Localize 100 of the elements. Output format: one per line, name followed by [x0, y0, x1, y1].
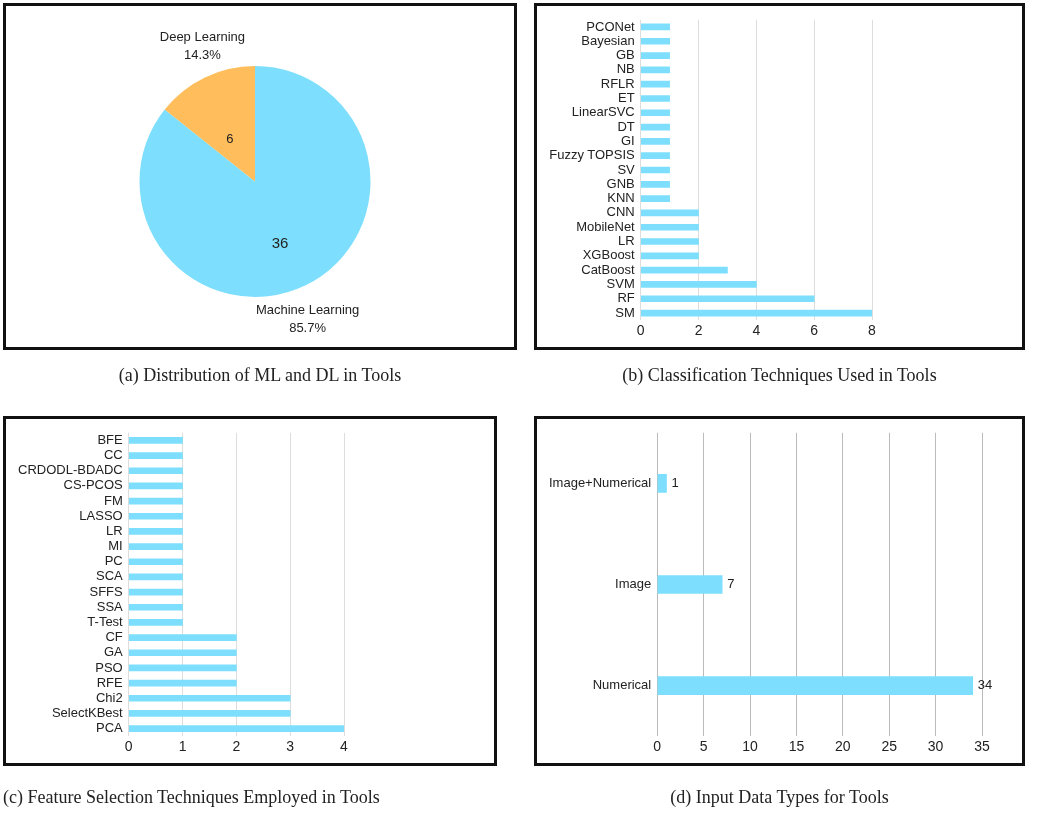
bar: [640, 166, 670, 174]
data-label: 7: [727, 576, 735, 592]
text: (c) Feature Selection Techniques Employed in Tools: [3, 786, 381, 808]
x-tick-label: 30: [927, 738, 944, 755]
x-tick-label: 1: [178, 738, 187, 755]
y-tick-label: SSA: [96, 598, 124, 614]
bar: [128, 634, 237, 641]
bar: [128, 482, 183, 490]
bar: [128, 467, 183, 475]
y-tick-label: CRDODL-BDADC: [18, 462, 123, 478]
x-tick-label: 15: [788, 738, 805, 755]
bar: [640, 138, 670, 145]
bar: [128, 649, 237, 657]
y-tick-label: RF: [617, 290, 635, 306]
y-tick-label: Chi2: [95, 689, 123, 705]
y-tick-label: Image: [615, 576, 652, 592]
y-tick-label: KNN: [607, 190, 635, 206]
bar: [128, 710, 291, 717]
data-label: 36: [271, 233, 289, 251]
y-tick-label: CatBoost: [581, 261, 636, 277]
y-tick-label: PCA: [96, 720, 124, 736]
slice-label: Machine Learning: [255, 301, 360, 317]
y-tick-label: CC: [103, 447, 123, 463]
x-tick-label: 0: [124, 738, 133, 755]
bar: [640, 238, 699, 245]
y-tick-label: RFE: [96, 674, 124, 690]
bar: [640, 95, 670, 102]
bar: [640, 109, 670, 117]
x-tick-label: 0: [653, 738, 662, 755]
y-tick-label: RFLR: [600, 75, 635, 91]
x-tick-label: 6: [810, 322, 819, 339]
bar: [640, 123, 670, 131]
bar: [128, 679, 237, 687]
x-tick-label: 5: [699, 738, 708, 755]
bar: [640, 295, 815, 303]
bar: [640, 23, 670, 31]
x-tick-label: 0: [636, 322, 645, 339]
bar: [640, 281, 757, 288]
bar: [128, 603, 183, 611]
y-tick-label: Bayesian: [581, 32, 635, 48]
x-tick-label: 4: [340, 738, 349, 755]
x-tick-label: 2: [694, 322, 703, 339]
y-tick-label: XGBoost: [582, 247, 636, 263]
y-tick-label: DT: [617, 118, 635, 134]
bar: [128, 588, 183, 596]
bar: [128, 437, 183, 444]
y-tick-label: SCA: [96, 568, 124, 584]
y-tick-label: GB: [615, 47, 635, 63]
y-tick-label: LinearSVC: [571, 104, 635, 120]
bar: [128, 694, 291, 702]
text: 85.7%: [289, 319, 327, 335]
y-tick-label: PCONet: [586, 18, 636, 34]
x-tick-label: 2: [232, 738, 241, 755]
y-tick-label: MobileNet: [576, 218, 636, 234]
bar: [640, 152, 670, 160]
bar: [128, 664, 237, 672]
bar: [128, 497, 183, 505]
y-tick-label: Fuzzy TOPSIS: [549, 147, 636, 163]
text: (d) Input Data Types for Tools: [669, 786, 890, 808]
y-tick-label: GNB: [606, 175, 635, 191]
y-tick-label: ET: [618, 90, 635, 106]
data-label: 6: [226, 131, 234, 147]
bar: [640, 223, 699, 231]
y-tick-label: PSO: [95, 659, 123, 675]
y-tick-label: SV: [617, 161, 636, 177]
bar: [640, 180, 670, 188]
text: (b) Classification Techniques Used in Tools: [621, 364, 938, 386]
y-tick-label: PC: [104, 553, 123, 569]
bar: [128, 452, 183, 459]
y-tick-label: LR: [618, 233, 635, 249]
bar: [640, 80, 670, 88]
y-tick-label: NB: [616, 61, 635, 77]
y-tick-label: GI: [620, 132, 635, 148]
y-tick-label: CS-PCOS: [63, 477, 124, 493]
bar: [657, 575, 723, 594]
bar: [128, 528, 183, 535]
y-tick-label: LR: [106, 522, 123, 538]
slice-label: Deep Learning: [159, 28, 246, 44]
y-tick-label: Image+Numerical: [548, 474, 652, 490]
x-tick-label: 20: [835, 738, 851, 755]
text: (a) Distribution of ML and DL in Tools: [117, 364, 403, 386]
x-tick-label: 4: [752, 322, 761, 339]
bar: [640, 252, 699, 260]
y-tick-label: T-Test: [87, 614, 124, 629]
bar: [640, 266, 728, 274]
bar: [640, 209, 699, 217]
bar: [128, 725, 344, 732]
bar: [128, 558, 183, 566]
bar: [640, 309, 872, 317]
y-tick-label: BFE: [97, 431, 124, 447]
x-tick-label: 10: [742, 738, 759, 755]
y-tick-label: SVM: [606, 276, 635, 292]
data-label: 1: [671, 474, 679, 490]
y-tick-label: SM: [615, 304, 635, 320]
y-tick-label: Numerical: [592, 677, 652, 693]
bar: [128, 512, 183, 520]
y-tick-label: CF: [105, 629, 123, 645]
bar: [640, 52, 670, 59]
bar: [640, 66, 670, 74]
y-tick-label: CNN: [606, 204, 635, 220]
